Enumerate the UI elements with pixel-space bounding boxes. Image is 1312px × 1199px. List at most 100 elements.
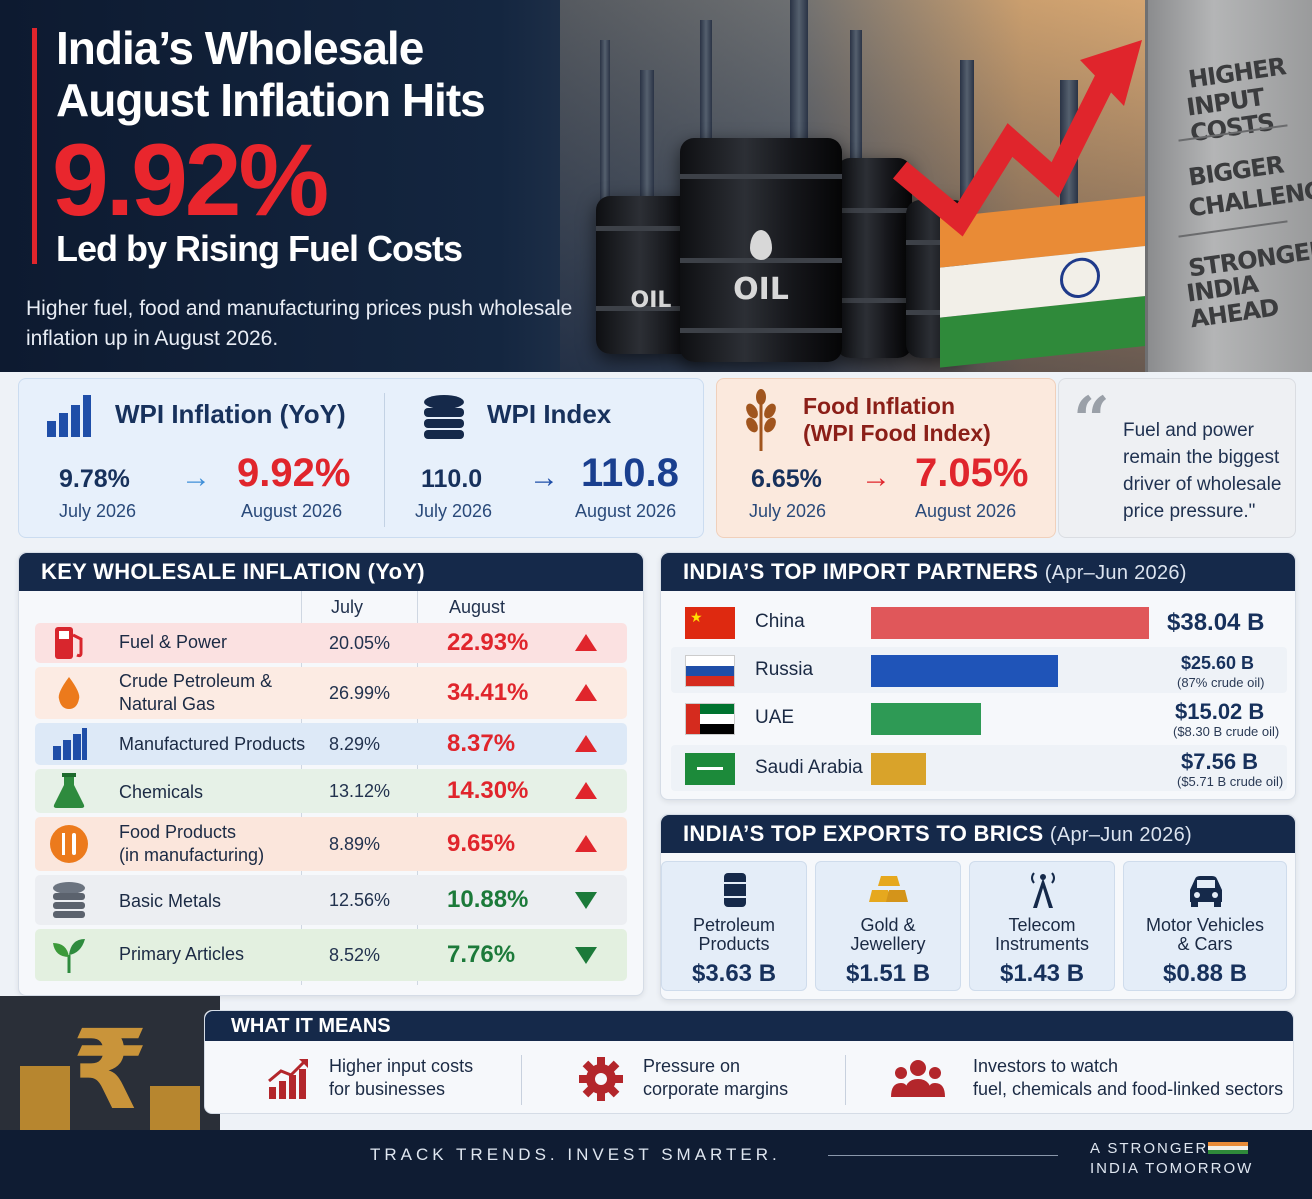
row-august: 8.37% [447, 730, 516, 757]
gear-icon [579, 1057, 623, 1101]
key-inflation-table: KEY WHOLESALE INFLATION (YoY) July Augus… [18, 552, 644, 996]
bar-chart-icon [47, 395, 91, 437]
footer-tagline: TRACK TRENDS. INVEST SMARTER. [370, 1145, 781, 1164]
row-name: Manufactured Products [119, 734, 306, 754]
wpi-index-august-value: 110.8 [581, 451, 679, 495]
car-icon [1190, 876, 1222, 907]
row-august: 22.93% [447, 629, 529, 656]
row-name: Primary Articles [119, 944, 245, 964]
title-line: India’s Wholesale [56, 22, 424, 74]
footer: TRACK TRENDS. INVEST SMARTER. A STRONGER… [0, 1130, 1312, 1199]
row-august: 34.41% [447, 679, 529, 706]
wpi-index-august-label: August 2026 [575, 501, 677, 521]
meaning-title: WHAT IT MEANS [205, 1011, 1293, 1041]
table-row: Basic Metals 12.56% 10.88% [35, 875, 627, 925]
imports-title-text: INDIA’S TOP IMPORT PARTNERS [683, 559, 1039, 584]
food-inflation-title: Food Inflation (WPI Food Index) [803, 393, 991, 447]
row-august: 14.30% [447, 777, 529, 804]
row-august: 7.76% [447, 941, 516, 968]
row-name: Chemicals [119, 782, 204, 802]
quote-icon: “ [1073, 383, 1110, 458]
refinery-stack [600, 40, 610, 240]
export-name-line: Products [698, 934, 770, 954]
row-august: 9.65% [447, 830, 516, 857]
food-july-value: 6.65% [751, 465, 822, 493]
export-item: Gold & Jewellery $1.51 B [815, 861, 961, 991]
meaning-text-line: for businesses [329, 1079, 446, 1099]
footer-slogan-line: A STRONGER [1090, 1140, 1209, 1157]
export-item: Motor Vehicles & Cars $0.88 B [1123, 861, 1287, 991]
table-row: Primary Articles 8.52% 7.76% [35, 929, 627, 981]
import-bar [871, 655, 1059, 687]
import-partners-panel: INDIA’S TOP IMPORT PARTNERS (Apr–Jun 202… [660, 552, 1296, 800]
meaning-divider [521, 1055, 522, 1105]
row-name: Basic Metals [119, 891, 222, 911]
oil-drop-icon [58, 677, 80, 709]
meaning-text-line: fuel, chemicals and food-linked sectors [973, 1079, 1284, 1099]
what-it-means-panel: WHAT IT MEANS Higher input costs for bus… [204, 1010, 1294, 1114]
import-country: China [755, 611, 805, 632]
oil-barrel-main: OIL [680, 138, 842, 362]
export-name: Telecom Instruments [970, 916, 1114, 954]
wheat-icon [746, 389, 776, 451]
exports-title: INDIA’S TOP EXPORTS TO BRICS (Apr–Jun 20… [661, 815, 1295, 853]
trend-up-icon [575, 735, 597, 752]
meaning-divider [845, 1055, 846, 1105]
china-flag-icon: ★ [685, 607, 735, 639]
page-description: Higher fuel, food and manufacturing pric… [26, 297, 573, 350]
table-row: Food Products (in manufacturing) 8.89% 9… [35, 817, 627, 871]
barrel-label: OIL [733, 272, 789, 307]
footer-divider-line [828, 1155, 1058, 1156]
row-name-line: (in manufacturing) [119, 845, 265, 865]
wpi-inflation-title: WPI Inflation (YoY) [115, 399, 346, 429]
export-item: Telecom Instruments $1.43 B [969, 861, 1115, 991]
export-name-line: Jewellery [850, 934, 926, 954]
wpi-index-july-label: July 2026 [415, 501, 493, 521]
wpi-inflation-august-value: 9.92% [237, 451, 351, 495]
export-name: Motor Vehicles & Cars [1124, 916, 1286, 954]
meaning-text-line: Higher input costs [329, 1056, 474, 1076]
food-title-line: Food Inflation [803, 393, 956, 419]
food-august-label: August 2026 [915, 501, 1017, 521]
imports-period: (Apr–Jun 2026) [1044, 562, 1187, 584]
barrel-label: OIL [630, 288, 672, 313]
leaf-icon [53, 939, 85, 973]
key-table-title: KEY WHOLESALE INFLATION (YoY) [19, 553, 643, 591]
meaning-text-line: Pressure on [643, 1056, 741, 1076]
import-bar [871, 703, 981, 735]
arrow-right-icon: → [529, 461, 559, 494]
import-country: Russia [755, 659, 814, 680]
oil-barrel-back [836, 158, 912, 358]
meaning-text-line: Investors to watch [973, 1056, 1119, 1076]
import-country: UAE [755, 707, 795, 728]
exports-panel: INDIA’S TOP EXPORTS TO BRICS (Apr–Jun 20… [660, 814, 1296, 1000]
arrow-right-icon: → [181, 461, 211, 494]
cutlery-icon [50, 825, 88, 863]
column-header-july: July [331, 597, 364, 617]
column-header-august: August [449, 597, 506, 617]
investors-group-icon [891, 1060, 945, 1097]
export-value: $1.51 B [845, 960, 931, 987]
import-note: (87% crude oil) [1177, 675, 1265, 690]
row-july: 8.89% [329, 834, 381, 854]
exports-title-text: INDIA’S TOP EXPORTS TO BRICS [683, 821, 1044, 846]
table-row: Fuel & Power 20.05% 22.93% [35, 623, 627, 663]
card-divider [384, 393, 385, 527]
row-name: Fuel & Power [119, 632, 228, 652]
saudi-flag-icon [685, 753, 735, 785]
row-july: 8.29% [329, 734, 381, 754]
stone-pillar: HIGHER INPUT COSTS BIGGER CHALLENGES STR… [1145, 0, 1312, 372]
quote-text: Fuel and power remain the biggest driver… [1123, 420, 1282, 522]
arrow-right-icon: → [861, 461, 891, 494]
tower-icon [1031, 872, 1055, 908]
food-inflation-card: Food Inflation (WPI Food Index) 6.65% → … [716, 378, 1056, 538]
imports-title: INDIA’S TOP IMPORT PARTNERS (Apr–Jun 202… [661, 553, 1295, 591]
import-row: ★ China $38.04 B [671, 599, 1287, 645]
import-value: $25.60 B [1181, 653, 1255, 673]
trend-down-icon [575, 947, 597, 964]
meaning-text: Pressure on corporate margins [643, 1055, 788, 1101]
oil-drop-icon [750, 230, 772, 260]
export-name-line: Instruments [994, 934, 1090, 954]
row-july: 13.12% [329, 781, 391, 801]
wpi-index-july-value: 110.0 [421, 465, 483, 493]
